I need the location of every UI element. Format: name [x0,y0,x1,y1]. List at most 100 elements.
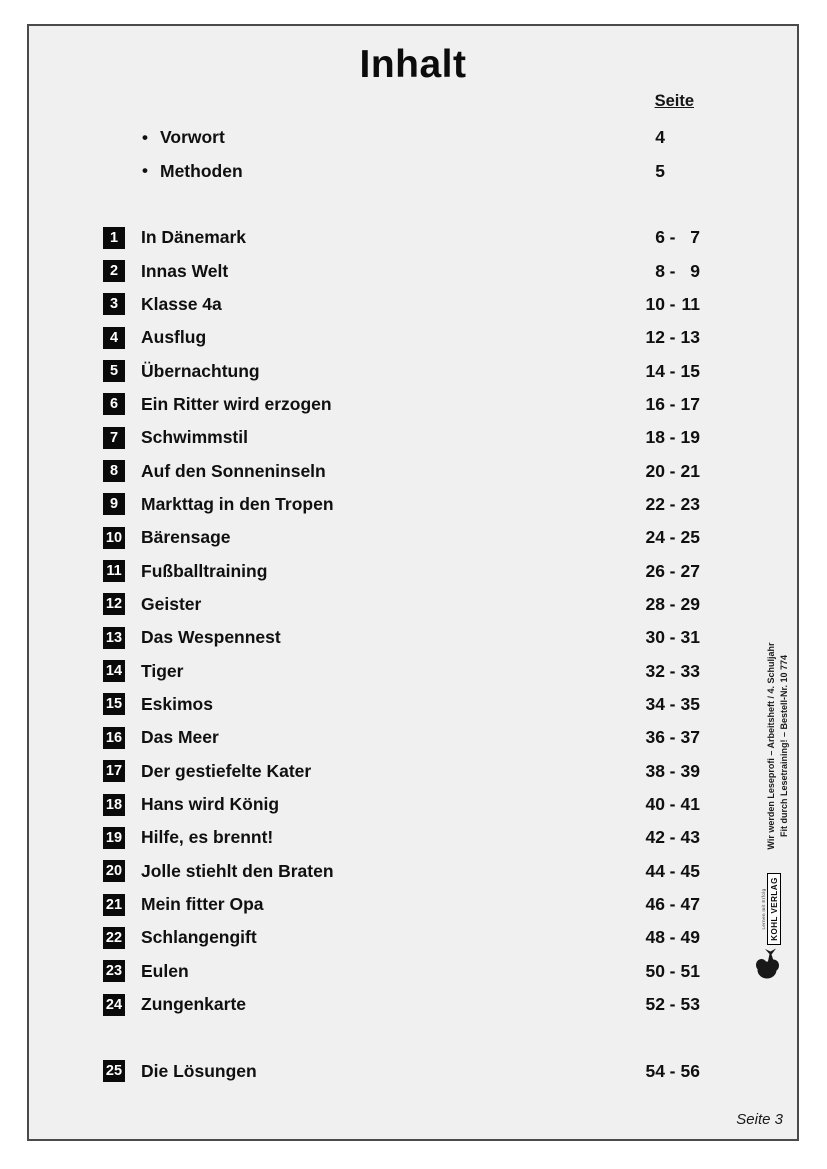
chapter-row: 24 Zungenkarte 52-53 [29,988,797,1021]
chapter-row: 15 Eskimos 34-35 [29,688,797,721]
chapter-number-badge: 9 [103,493,125,516]
page-from: 46 [645,894,665,915]
bullet-icon: • [142,127,148,147]
page-to: 37 [680,727,700,748]
chapter-number-badge: 6 [103,393,125,416]
page-separator: - [669,727,676,748]
chapter-number-badge: 13 [103,626,125,649]
chapter-pages: 30-31 [610,627,700,648]
page-from: 50 [645,960,665,981]
chapter-title: Das Meer [141,727,219,748]
chapter-number-badge: 8 [103,460,125,483]
page-to: 17 [680,393,700,414]
page-separator: - [669,960,676,981]
page-to [680,127,700,148]
chapter-pages: 28-29 [610,594,700,615]
chapter-number-badge: 23 [103,960,125,983]
page-to: 29 [680,593,700,614]
front-matter-list: • Vorwort 4 • Methoden 5 [29,121,797,188]
page-from: 44 [645,860,665,881]
chapter-pages: 50-51 [610,961,700,982]
chapter-title: Hilfe, es brennt! [141,827,274,848]
page-to: 15 [680,360,700,381]
chapter-title: Schwimmstil [141,427,248,448]
chapter-title: Mein fitter Opa [141,894,264,915]
page-from: 4 [655,127,665,148]
chapter-title: Ein Ritter wird erzogen [141,393,332,414]
chapter-title: Auf den Sonneninseln [141,460,326,481]
chapter-number-badge: 3 [103,293,125,316]
chapter-row: 3 Klasse 4a 10-11 [29,288,797,321]
page-to: 7 [690,227,700,248]
page-separator [665,161,680,182]
page-separator: - [669,1060,676,1081]
page-from: 24 [645,527,665,548]
page-to: 43 [680,827,700,848]
chapter-row: 16 Das Meer 36-37 [29,721,797,754]
page-to: 51 [680,960,700,981]
chapter-number-badge: 20 [103,860,125,883]
page-to: 35 [680,693,700,714]
page-to [680,161,700,182]
page-separator: - [669,260,676,281]
page-separator: - [669,560,676,581]
page-separator: - [669,860,676,881]
page-from: 16 [645,393,665,414]
page-separator: - [669,827,676,848]
chapter-number-badge: 14 [103,660,125,683]
chapter-title: Klasse 4a [141,293,222,314]
page-from: 20 [645,460,665,481]
chapter-row: 11 Fußballtraining 26-27 [29,554,797,587]
front-matter-page: 5 [610,161,700,182]
chapter-pages: 22-23 [610,494,700,515]
chapter-title: Schlangengift [141,927,257,948]
page-from: 32 [645,660,665,681]
chapter-row: 22 Schlangengift 48-49 [29,921,797,954]
page-to: 9 [690,260,700,281]
page-separator: - [669,693,676,714]
chapter-pages: 12-13 [610,327,700,348]
page-separator: - [669,227,676,248]
sidebar-edition-line1: Wir werden Leseprofi – Arbeitsheft / 4. … [766,642,776,850]
chapter-pages: 36-37 [610,727,700,748]
page-separator: - [669,493,676,514]
chapter-number-badge: 21 [103,893,125,916]
chapter-pages: 10-11 [610,294,700,315]
chapter-title: Die Lösungen [141,1060,257,1081]
publisher-tagline: Lernen mit Erfolg [761,888,766,930]
front-matter-page: 4 [610,127,700,148]
chapter-number-badge: 15 [103,693,125,716]
front-matter-row: • Methoden 5 [29,154,797,187]
chapter-title: Markttag in den Tropen [141,493,334,514]
chapter-number-badge: 2 [103,260,125,283]
chapter-number-badge: 25 [103,1060,125,1083]
page-column-header: Seite [654,92,694,110]
chapter-title: Jolle stiehlt den Braten [141,860,334,881]
page-from: 28 [645,593,665,614]
page-to: 19 [680,427,700,448]
chapter-number-badge: 5 [103,360,125,383]
chapter-row: 4 Ausflug 12-13 [29,321,797,354]
chapter-pages: 32-33 [610,661,700,682]
chapter-row: 7 Schwimmstil 18-19 [29,421,797,454]
page-separator: - [669,293,676,314]
page-from: 8 [655,260,665,281]
chapter-number-badge: 7 [103,426,125,449]
page-from: 26 [645,560,665,581]
chapter-pages: 38-39 [610,761,700,782]
page-separator [665,127,680,148]
chapter-title: Eulen [141,960,189,981]
chapter-pages: 8-9 [610,261,700,282]
page-from: 38 [645,760,665,781]
page-number-footer: Seite 3 [736,1111,783,1128]
chapter-title: Ausflug [141,327,207,348]
chapter-title: Übernachtung [141,360,260,381]
chapter-title: Hans wird König [141,794,280,815]
chapter-row: 12 Geister 28-29 [29,588,797,621]
chapter-title: Tiger [141,660,184,681]
chapter-number-badge: 24 [103,993,125,1016]
page-to: 53 [680,994,700,1015]
chapter-number-badge: 22 [103,926,125,949]
page-separator: - [669,760,676,781]
chapter-pages: 16-17 [610,394,700,415]
